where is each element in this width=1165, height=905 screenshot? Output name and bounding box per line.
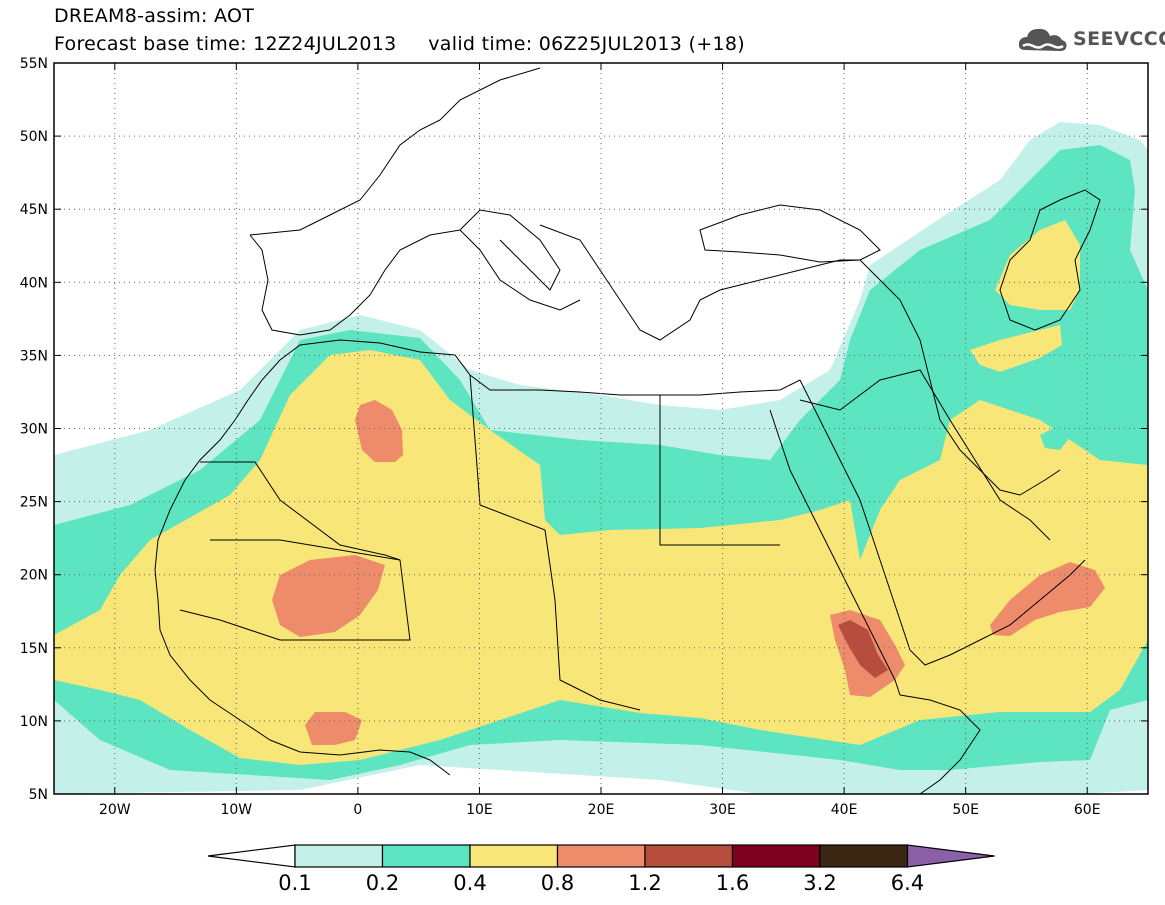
colorbar-label: 1.6 [716,871,749,895]
colorbar-label: 6.4 [891,871,924,895]
colorbar-segment [294,844,384,868]
map-title-line1: DREAM8-assim: AOT [54,5,255,27]
lon-label: 20E [588,802,615,818]
border-egypt-sudan [659,395,780,546]
lon-label: 0 [353,802,362,818]
aot-zone-0.8-ghana [305,712,362,745]
aot-zone-0.4-iran [970,325,1062,372]
colorbar-segment [556,844,646,868]
lon-label: 60E [1074,802,1101,818]
border-sahel [179,539,411,641]
aot-zone-1.2-redsea [838,620,888,678]
lat-labels: 5N 10N 15N 20N 25N 30N 35N 40N 45N 50N 55N [20,56,48,803]
lat-label: 55N [20,56,48,72]
border-saudi [799,369,1051,541]
coastline-iberia [249,229,581,336]
border-chad [544,529,641,711]
colorbar-label: 3.2 [803,871,836,895]
colorbar-label: 0.4 [453,871,486,895]
lat-label: 25N [20,495,48,511]
coastline-redsea-east [799,379,1086,666]
lon-labels: 20W 10W 0 10E 20E 30E 40E 50E 60E [99,802,1101,818]
lon-label: 30E [709,802,736,818]
map-ticks [54,62,1148,795]
aot-zone-0.8-mali [272,555,385,637]
border-algeria-mali [200,461,401,561]
coastline-europe [249,67,541,236]
lat-label: 10N [20,714,48,730]
coastline-blacksea [699,204,881,263]
aot-zone-0.8-algeria [355,400,403,462]
lat-label: 40N [20,275,48,291]
coastline-west-africa [154,419,451,776]
lon-label: 10W [220,802,252,818]
lon-label: 10E [466,802,493,818]
lat-label: 35N [20,348,48,364]
cloud-icon [1018,28,1067,51]
logo-text: SEEVCCC [1073,28,1165,50]
colorbar-under-arrow [207,844,296,868]
coastline-balkans [539,224,860,341]
seevccc-logo: SEEVCCC [1017,22,1165,56]
colorbar-segment [469,844,559,868]
aot-zone-0.4-caspian [995,220,1080,310]
coastline-redsea-west [769,409,901,696]
lat-label: 5N [29,787,48,803]
colorbar-segment [381,844,471,868]
lat-label: 30N [20,422,48,438]
map-title-line2: Forecast base time: 12Z24JUL2013 valid t… [54,33,745,55]
lon-label: 20W [99,802,131,818]
coastlines [154,67,1101,794]
colorbar-over-arrow [906,844,995,868]
lat-label: 50N [20,129,48,145]
colorbar-label: 0.2 [366,871,399,895]
lat-label: 20N [20,568,48,584]
lon-label: 50E [952,802,979,818]
lat-label: 15N [20,641,48,657]
colorbar-segment [731,844,821,868]
lat-label: 45N [20,202,48,218]
coastline-gulf [939,419,1061,496]
colorbar-label: 1.2 [628,871,661,895]
aot-colorbar: 0.1 0.2 0.4 0.8 1.2 1.6 3.2 6.4 [207,844,995,895]
colorbar-label: 0.8 [541,871,574,895]
map-grid [54,63,1148,794]
border-libya [469,374,546,531]
aot-zone-0.2-hole [1040,425,1068,450]
border-iran-iraq [859,259,941,421]
lon-label: 40E [831,802,858,818]
colorbar-segment [644,844,734,868]
coastline-horn [899,694,981,794]
colorbar-segment [819,844,909,868]
aot-field [54,122,1148,794]
colorbar-label: 0.1 [278,871,311,895]
coastline-caspian [999,189,1101,331]
coastline-italy [459,209,561,291]
